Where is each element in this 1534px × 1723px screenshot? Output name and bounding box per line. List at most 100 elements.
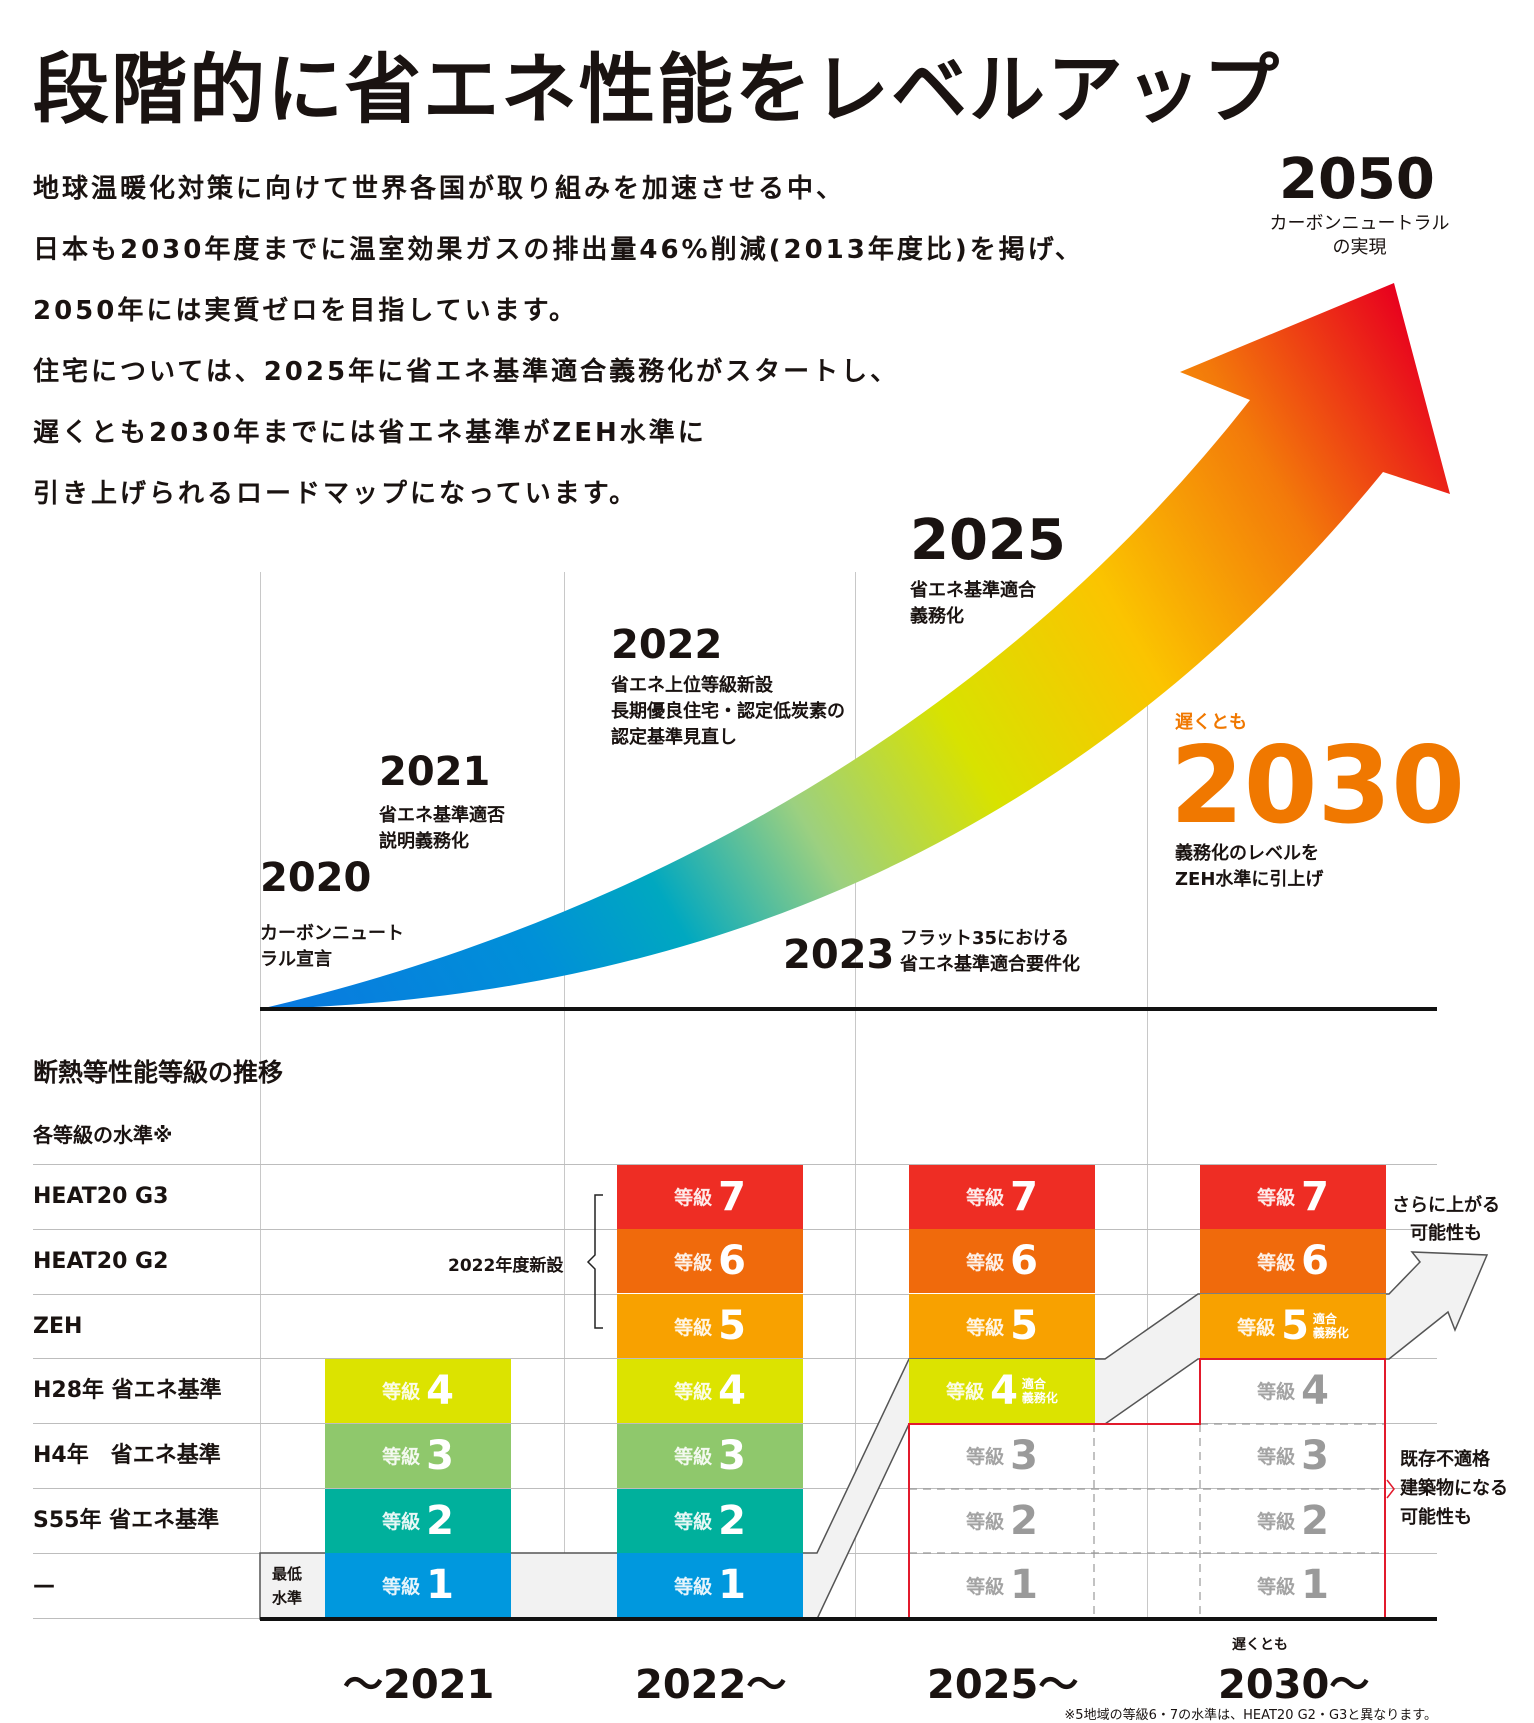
grade-number: 3 [426, 1432, 454, 1479]
paragraph-line: 住宅については、2025年に省エネ基準適合義務化がスタートし、 [33, 357, 900, 387]
grade-4-cell: 等級 4 適合 義務化 [909, 1358, 1095, 1423]
year-2020-desc: カーボンニュート ラル宣言 [260, 921, 404, 973]
grade-word: 等級 [966, 1511, 1005, 1533]
year-2021: 2021 [379, 749, 491, 795]
grade-5-cell: 等級 5 [617, 1294, 803, 1359]
grade-word: 等級 [382, 1446, 421, 1469]
note-line: 既存不適格 [1400, 1449, 1490, 1470]
grade-number: 6 [1010, 1238, 1038, 1285]
grade-word: 等級 [674, 1187, 713, 1209]
grade-6-cell: 等級 6 [1200, 1229, 1386, 1294]
grade-word: 等級 [674, 1575, 713, 1598]
desc-line: 義務化 [910, 606, 964, 627]
desc-line: 省エネ基準適否 [379, 805, 505, 826]
grade-word: 等級 [966, 1575, 1005, 1598]
grade-3-cell: 等級 3 [909, 1424, 1095, 1488]
year-2020: 2020 [260, 855, 372, 901]
grade-1-cell: 等級 1 [325, 1553, 511, 1618]
year-2025-desc: 省エネ基準適合 義務化 [910, 578, 1036, 630]
grade-1-cell: 等級 1 [909, 1553, 1095, 1617]
arrow-shape [260, 283, 1450, 1009]
year-2050-desc: カーボンニュートラル の実現 [1262, 212, 1457, 260]
minimum-standard-label: 最低 水準 [272, 1562, 302, 1610]
row-label: H28年 省エネ基準 [33, 1378, 222, 1404]
desc-line: 認定基準見直し [611, 727, 737, 748]
desc-line: ラル宣言 [260, 949, 332, 970]
grade-word: 等級 [674, 1381, 713, 1404]
label-line: 水準 [272, 1589, 303, 1607]
grade-3-cell: 等級 3 [1200, 1424, 1386, 1488]
note-line: さらに上がる [1392, 1195, 1500, 1216]
grade-2-cell: 等級 2 [617, 1488, 803, 1553]
desc-line: 長期優良住宅・認定低炭素の [611, 701, 845, 722]
grade-number: 2 [1301, 1497, 1329, 1544]
grade-number: 1 [426, 1562, 454, 1609]
grade-3-cell: 等級 3 [325, 1423, 511, 1488]
period-label: 2022～ [635, 1662, 787, 1708]
grade-word: 等級 [674, 1251, 713, 1274]
grid-line [1147, 572, 1148, 1620]
year-2030: 2030 [1170, 724, 1466, 847]
year-2025: 2025 [910, 508, 1066, 573]
grade-word: 等級 [674, 1511, 713, 1533]
paragraph-line: 日本も2030年度までに温室効果ガスの排出量46%削減(2013年度比)を掲げ、 [33, 235, 1084, 265]
grade-number: 1 [718, 1562, 746, 1609]
grade-7-cell: 等級 7 [909, 1164, 1095, 1229]
grade-word: 等級 [946, 1381, 985, 1404]
grade-6-cell: 等級 6 [617, 1229, 803, 1294]
grade-number: 4 [426, 1367, 454, 1414]
nonconforming-note: 既存不適格 建築物になる 可能性も [1400, 1445, 1508, 1532]
grade-number: 2 [1010, 1497, 1038, 1544]
year-2022-desc: 省エネ上位等級新設 長期優良住宅・認定低炭素の 認定基準見直し [611, 673, 845, 751]
grade-word: 等級 [674, 1446, 713, 1469]
at-latest-label: 遅くとも [1175, 712, 1247, 733]
grade-number: 4 [990, 1367, 1018, 1414]
row-label: — [33, 1572, 55, 1598]
grade-word: 等級 [1257, 1446, 1296, 1469]
may-rise-note: さらに上がる 可能性も [1392, 1192, 1500, 1248]
grade-word: 等級 [966, 1187, 1005, 1209]
desc-line: ZEH水準に引上げ [1175, 869, 1324, 890]
grade-5-cell: 等級 5 [909, 1294, 1095, 1359]
year-2021-desc: 省エネ基準適否 説明義務化 [379, 803, 505, 855]
desc-line: の実現 [1332, 237, 1387, 258]
grade-number: 7 [1301, 1173, 1329, 1220]
grade-word: 等級 [1257, 1381, 1296, 1404]
grade-number: 6 [718, 1238, 746, 1285]
grade-number: 2 [426, 1497, 454, 1544]
grade-word: 等級 [382, 1381, 421, 1404]
grade-word: 等級 [1257, 1187, 1296, 1209]
new-grades-label: 2022年度新設 [448, 1256, 564, 1276]
grade-word: 等級 [1257, 1575, 1296, 1598]
grade-number: 3 [1010, 1432, 1038, 1479]
grade-number: 6 [1301, 1238, 1329, 1285]
grade-3-cell: 等級 3 [617, 1423, 803, 1488]
grade-word: 等級 [382, 1575, 421, 1598]
grade-4-cell: 等級 4 [325, 1358, 511, 1423]
desc-line: 省エネ基準適合要件化 [900, 954, 1080, 975]
grade-word: 等級 [1257, 1511, 1296, 1533]
grade-number: 4 [718, 1367, 746, 1414]
grade-number: 5 [1010, 1303, 1038, 1350]
grade-word: 等級 [1237, 1316, 1276, 1339]
desc-line: カーボンニュート [260, 923, 404, 944]
grade-4-cell: 等級 4 [1200, 1359, 1386, 1423]
grid-line [260, 572, 261, 1620]
row-label: H4年 省エネ基準 [33, 1443, 221, 1469]
grade-word: 等級 [966, 1251, 1005, 1274]
grade-number: 5 [718, 1303, 746, 1350]
desc-line: 省エネ基準適合 [910, 580, 1036, 601]
desc-line: フラット35における [900, 928, 1070, 949]
paragraph-line: 地球温暖化対策に向けて世界各国が取り組みを加速させる中、 [33, 174, 846, 204]
grade-2-cell: 等級 2 [325, 1488, 511, 1553]
note-line: 可能性も [1400, 1507, 1472, 1528]
mandatory-tag: 適合 義務化 [1312, 1312, 1349, 1341]
paragraph-line: 2050年には実質ゼロを目指しています。 [33, 296, 578, 326]
label-line: 最低 [272, 1565, 303, 1583]
desc-line: カーボンニュートラル [1269, 213, 1450, 234]
grade-number: 1 [1301, 1562, 1329, 1609]
desc-line: 省エネ上位等級新設 [611, 675, 773, 696]
desc-line: 説明義務化 [379, 831, 469, 852]
grade-7-cell: 等級 7 [617, 1164, 803, 1229]
footnote: ※5地域の等級6・7の水準は、HEAT20 G2・G3と異なります。 [1064, 1708, 1437, 1723]
